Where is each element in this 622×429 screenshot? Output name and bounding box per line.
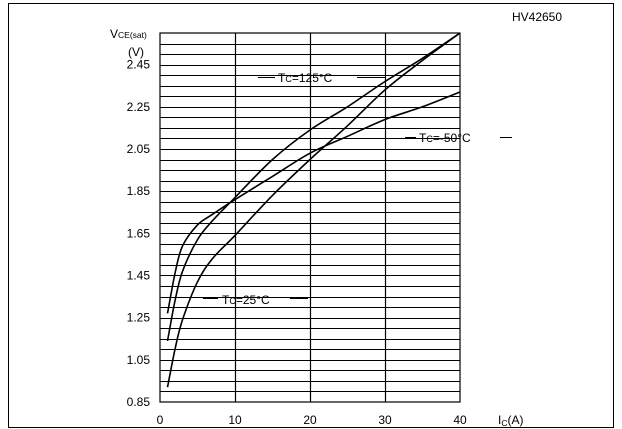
series-label-125: TC=125°C [258, 71, 385, 85]
x-tick-label: 10 [228, 413, 242, 427]
series-line-1 [166, 32, 461, 342]
x-axis-title-main: I [498, 413, 501, 427]
x-axis-title: IC(A) [498, 413, 523, 428]
y-tick-labels: 0.85 1.05 1.25 1.45 1.65 1.85 2.05 2.25 2.45 [127, 58, 151, 409]
plot-frame [159, 32, 461, 403]
series-label-minus50-text: TC=-50°C [419, 131, 471, 145]
series-label-minus50-value: =-50°C [433, 131, 471, 145]
series-label-25-main: T [222, 293, 230, 307]
y-axis-title: VCE(sat) [110, 27, 147, 41]
y-tick-label: 1.85 [127, 184, 151, 198]
y-axis-title-sub: CE(sat) [118, 30, 147, 40]
figure-code: HV42650 [512, 10, 562, 24]
figure-border [8, 3, 614, 428]
series-label-25-sub: C [229, 296, 236, 306]
y-tick-label: 1.05 [127, 353, 151, 367]
series-label-125-value: =125°C [292, 71, 333, 85]
series-label-125-main: T [278, 71, 286, 85]
series-line-2 [166, 91, 461, 314]
series-label-25-value: =25°C [236, 293, 270, 307]
x-axis-title-unit: (A) [507, 413, 523, 427]
y-tick-label: 0.85 [127, 395, 151, 409]
x-tick-labels: 0 10 20 30 40 [157, 413, 467, 427]
y-tick-label: 2.25 [127, 100, 151, 114]
series-label-minus50-main: T [419, 131, 427, 145]
y-tick-label: 2.45 [127, 58, 151, 72]
x-axis-title-sub: C [501, 418, 507, 428]
y-axis-title-main: V [110, 27, 118, 41]
series-label-25-text: TC=25°C [222, 293, 270, 307]
y-tick-label: 2.05 [127, 142, 151, 156]
grid [160, 33, 460, 402]
series-label-minus50-sub: C [426, 134, 433, 144]
series-label-minus50: TC=-50°C [405, 131, 512, 145]
x-tick-label: 30 [378, 413, 392, 427]
x-tick-label: 40 [453, 413, 467, 427]
series-lines [166, 32, 461, 388]
series-label-125-text: TC=125°C [278, 71, 333, 85]
y-tick-label: 1.65 [127, 226, 151, 240]
series-label-125-sub: C [285, 74, 292, 84]
x-tick-label: 20 [303, 413, 317, 427]
series-label-25: TC=25°C [203, 293, 308, 307]
x-tick-label: 0 [157, 413, 164, 427]
y-axis-unit: (V) [128, 45, 144, 59]
series-line-0 [166, 32, 461, 388]
y-tick-label: 1.25 [127, 311, 151, 325]
y-tick-label: 1.45 [127, 268, 151, 282]
